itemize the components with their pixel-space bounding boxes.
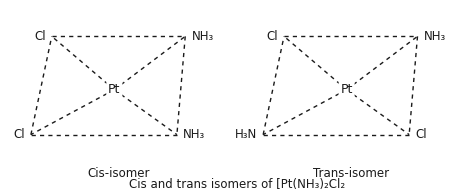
Text: Cis and trans isomers of [Pt(NH₃)₂Cl₂: Cis and trans isomers of [Pt(NH₃)₂Cl₂ <box>129 178 345 191</box>
Text: Trans-isomer: Trans-isomer <box>313 167 389 180</box>
Text: Cis-isomer: Cis-isomer <box>87 167 150 180</box>
Text: NH₃: NH₃ <box>191 30 214 43</box>
Text: NH₃: NH₃ <box>183 128 205 141</box>
Text: Pt: Pt <box>340 83 353 96</box>
Text: NH₃: NH₃ <box>424 30 446 43</box>
Text: Cl: Cl <box>415 128 427 141</box>
Text: Cl: Cl <box>266 30 278 43</box>
Text: Cl: Cl <box>34 30 46 43</box>
Text: Cl: Cl <box>13 128 25 141</box>
Text: H₃N: H₃N <box>235 128 257 141</box>
Text: Pt: Pt <box>108 83 120 96</box>
